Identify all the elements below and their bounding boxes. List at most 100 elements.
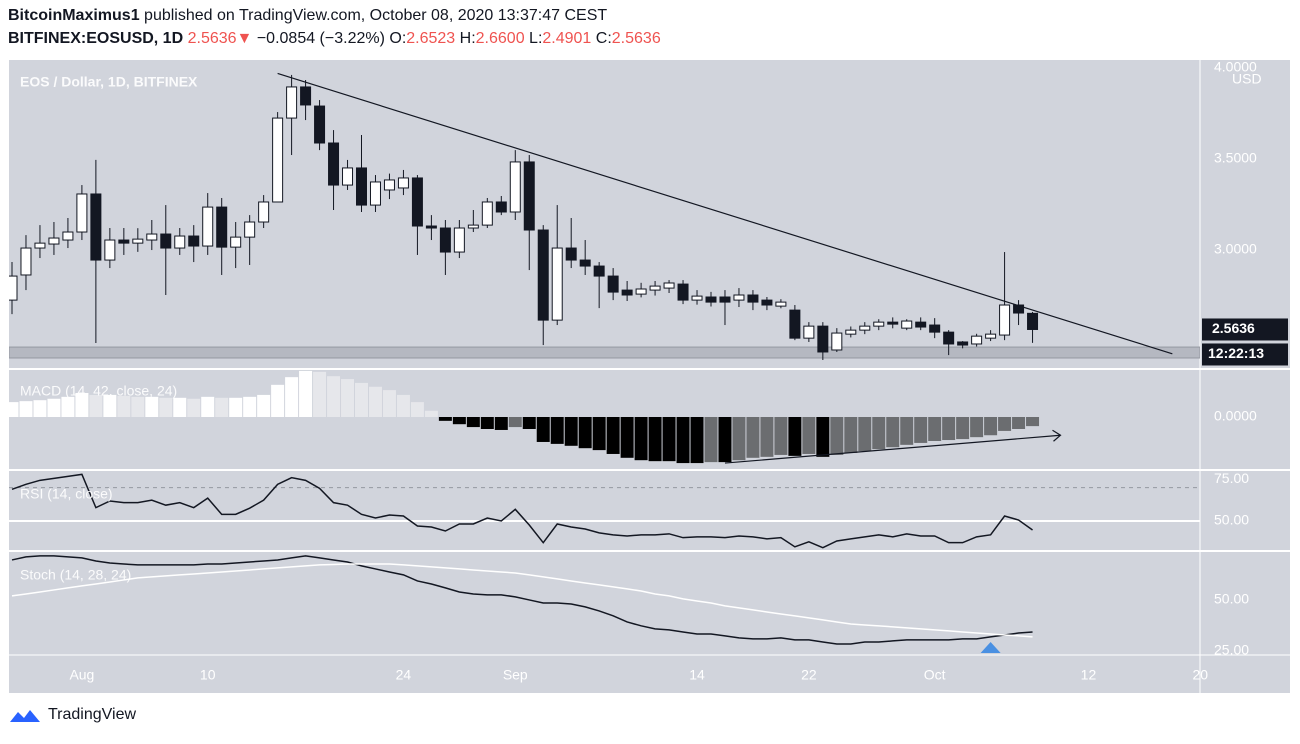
ohlc-value: 2.6600 (475, 30, 525, 47)
candle-body (174, 235, 186, 249)
candle-body (20, 247, 32, 276)
ohlc-label: O: (389, 30, 407, 47)
pane (9, 72, 1200, 360)
macd-bar (410, 402, 424, 417)
y-tick-label: 75.00 (1214, 470, 1249, 486)
candle-body (202, 206, 214, 247)
y-tick-label: 25.00 (1214, 642, 1249, 658)
candle-body (761, 299, 773, 306)
candle-body (691, 295, 703, 301)
macd-bar (928, 417, 942, 441)
candle-body (663, 282, 675, 289)
candle-body (453, 227, 465, 253)
candle-body (104, 239, 116, 261)
candle-body (481, 201, 493, 226)
macd-bar (285, 377, 299, 417)
candle-body (551, 247, 563, 321)
macd-bar (368, 386, 382, 417)
last-price: 2.5636 (187, 30, 237, 47)
candle-body (328, 142, 340, 186)
x-tick-label: 12 (1081, 667, 1097, 683)
candle-body (188, 235, 200, 247)
candle-body (957, 341, 969, 346)
macd-bar (117, 395, 131, 417)
candle-body (160, 233, 172, 249)
macd-bar (313, 371, 327, 417)
ohlc-label: L: (529, 30, 543, 47)
macd-bar (424, 410, 438, 417)
change: −0.0854 (−3.22%) (256, 30, 385, 47)
candle-body (985, 333, 997, 339)
macd-bar (1012, 417, 1026, 429)
pane-title: MACD (14, 42, close, 24) (20, 383, 177, 399)
macd-bar (396, 394, 410, 417)
macd-bar (243, 396, 257, 417)
candle-body (244, 221, 256, 238)
candle-body (537, 229, 549, 321)
macd-bar (816, 417, 830, 457)
x-tick-label: Oct (924, 667, 946, 683)
trendline (277, 72, 1173, 355)
macd-bar (746, 417, 760, 458)
macd-bar (327, 376, 341, 417)
candle-body (649, 285, 661, 291)
indicator-line (11, 555, 1033, 645)
candle-body (831, 332, 843, 351)
ohlc-label: C: (595, 30, 612, 47)
macd-bar (620, 417, 634, 458)
header-line-2: BITFINEX:EOSUSD, 1D 2.5636▼ −0.0854 (−3.… (8, 30, 661, 48)
macd-bar (438, 417, 452, 421)
logo (10, 710, 40, 722)
candle-body (999, 304, 1011, 336)
candle-body (342, 167, 354, 186)
macd-bar (522, 417, 536, 429)
candle-body (425, 225, 437, 229)
macd-bar (1026, 417, 1040, 427)
macd-bar (732, 417, 746, 461)
symbol: BITFINEX:EOSUSD, 1D (8, 30, 184, 47)
candle-body (705, 296, 717, 303)
macd-bar (145, 396, 159, 417)
chart-background (9, 60, 1290, 693)
macd-bar (760, 417, 774, 457)
countdown: 12:22:13 (1208, 345, 1264, 361)
macd-bar (704, 417, 718, 463)
pane (9, 473, 1200, 549)
macd-bar (33, 400, 47, 417)
macd-bar (103, 394, 117, 417)
candle-body (439, 227, 451, 253)
candle-body (76, 193, 88, 233)
candle-body (719, 296, 731, 303)
x-tick-label: 14 (689, 667, 705, 683)
candle-body (62, 231, 74, 241)
candle-body (383, 179, 395, 191)
candle-body (34, 242, 46, 249)
macd-bar (998, 417, 1012, 431)
candle-body (523, 161, 535, 231)
candle-body (607, 275, 619, 293)
candle-body (747, 294, 759, 303)
candle-body (901, 320, 913, 329)
candle-body (146, 233, 158, 241)
arrow-head (1052, 429, 1062, 442)
y-unit: USD (1232, 71, 1262, 87)
macd-bar (299, 370, 313, 417)
footer: TradingView (8, 706, 136, 724)
macd-bar (75, 393, 89, 417)
ohlc-value: 2.4901 (542, 30, 592, 47)
candle-body (467, 224, 479, 229)
macd-bar (942, 417, 956, 441)
macd-bar (956, 417, 970, 440)
candle-body (230, 236, 242, 248)
candle-body (915, 321, 927, 328)
candle-body (565, 247, 577, 261)
header-line-1: BitcoinMaximus1 published on TradingView… (8, 7, 607, 25)
signal-marker (980, 642, 1001, 653)
candle-body (943, 331, 955, 345)
ohlc: O:2.6523 H:2.6600 L:2.4901 C:2.5636 (389, 30, 660, 47)
candle-body (621, 289, 633, 296)
macd-bar (802, 417, 816, 454)
candle-body (397, 177, 409, 189)
